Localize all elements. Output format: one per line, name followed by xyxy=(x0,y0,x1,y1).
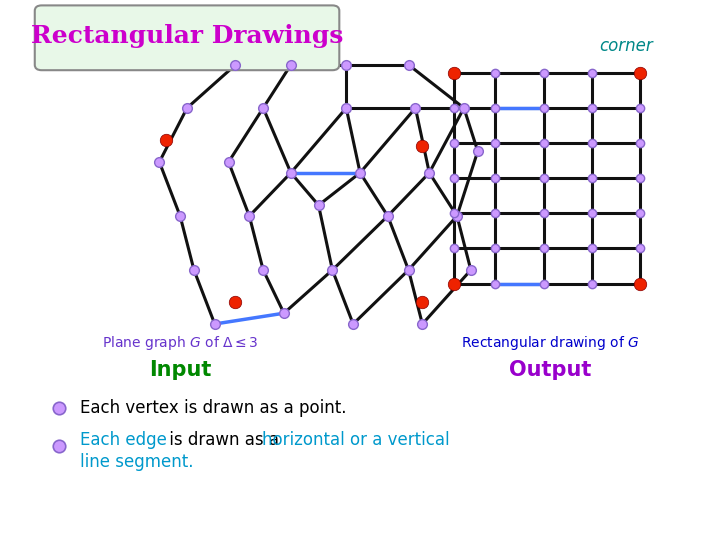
Text: Rectangular drawing of $G$: Rectangular drawing of $G$ xyxy=(461,334,640,352)
Text: Each vertex is drawn as a point.: Each vertex is drawn as a point. xyxy=(80,399,346,417)
Text: Output: Output xyxy=(509,360,592,380)
Text: Rectangular Drawings: Rectangular Drawings xyxy=(31,24,343,48)
Text: Each edge: Each edge xyxy=(80,431,166,449)
Text: horizontal or a vertical: horizontal or a vertical xyxy=(262,431,449,449)
FancyBboxPatch shape xyxy=(35,5,339,70)
Text: Input: Input xyxy=(149,360,211,380)
Text: corner: corner xyxy=(600,37,654,55)
Text: is drawn as a: is drawn as a xyxy=(163,431,284,449)
Text: line segment.: line segment. xyxy=(80,453,193,471)
Text: Plane graph $G$ of $\Delta \leq 3$: Plane graph $G$ of $\Delta \leq 3$ xyxy=(102,334,258,352)
